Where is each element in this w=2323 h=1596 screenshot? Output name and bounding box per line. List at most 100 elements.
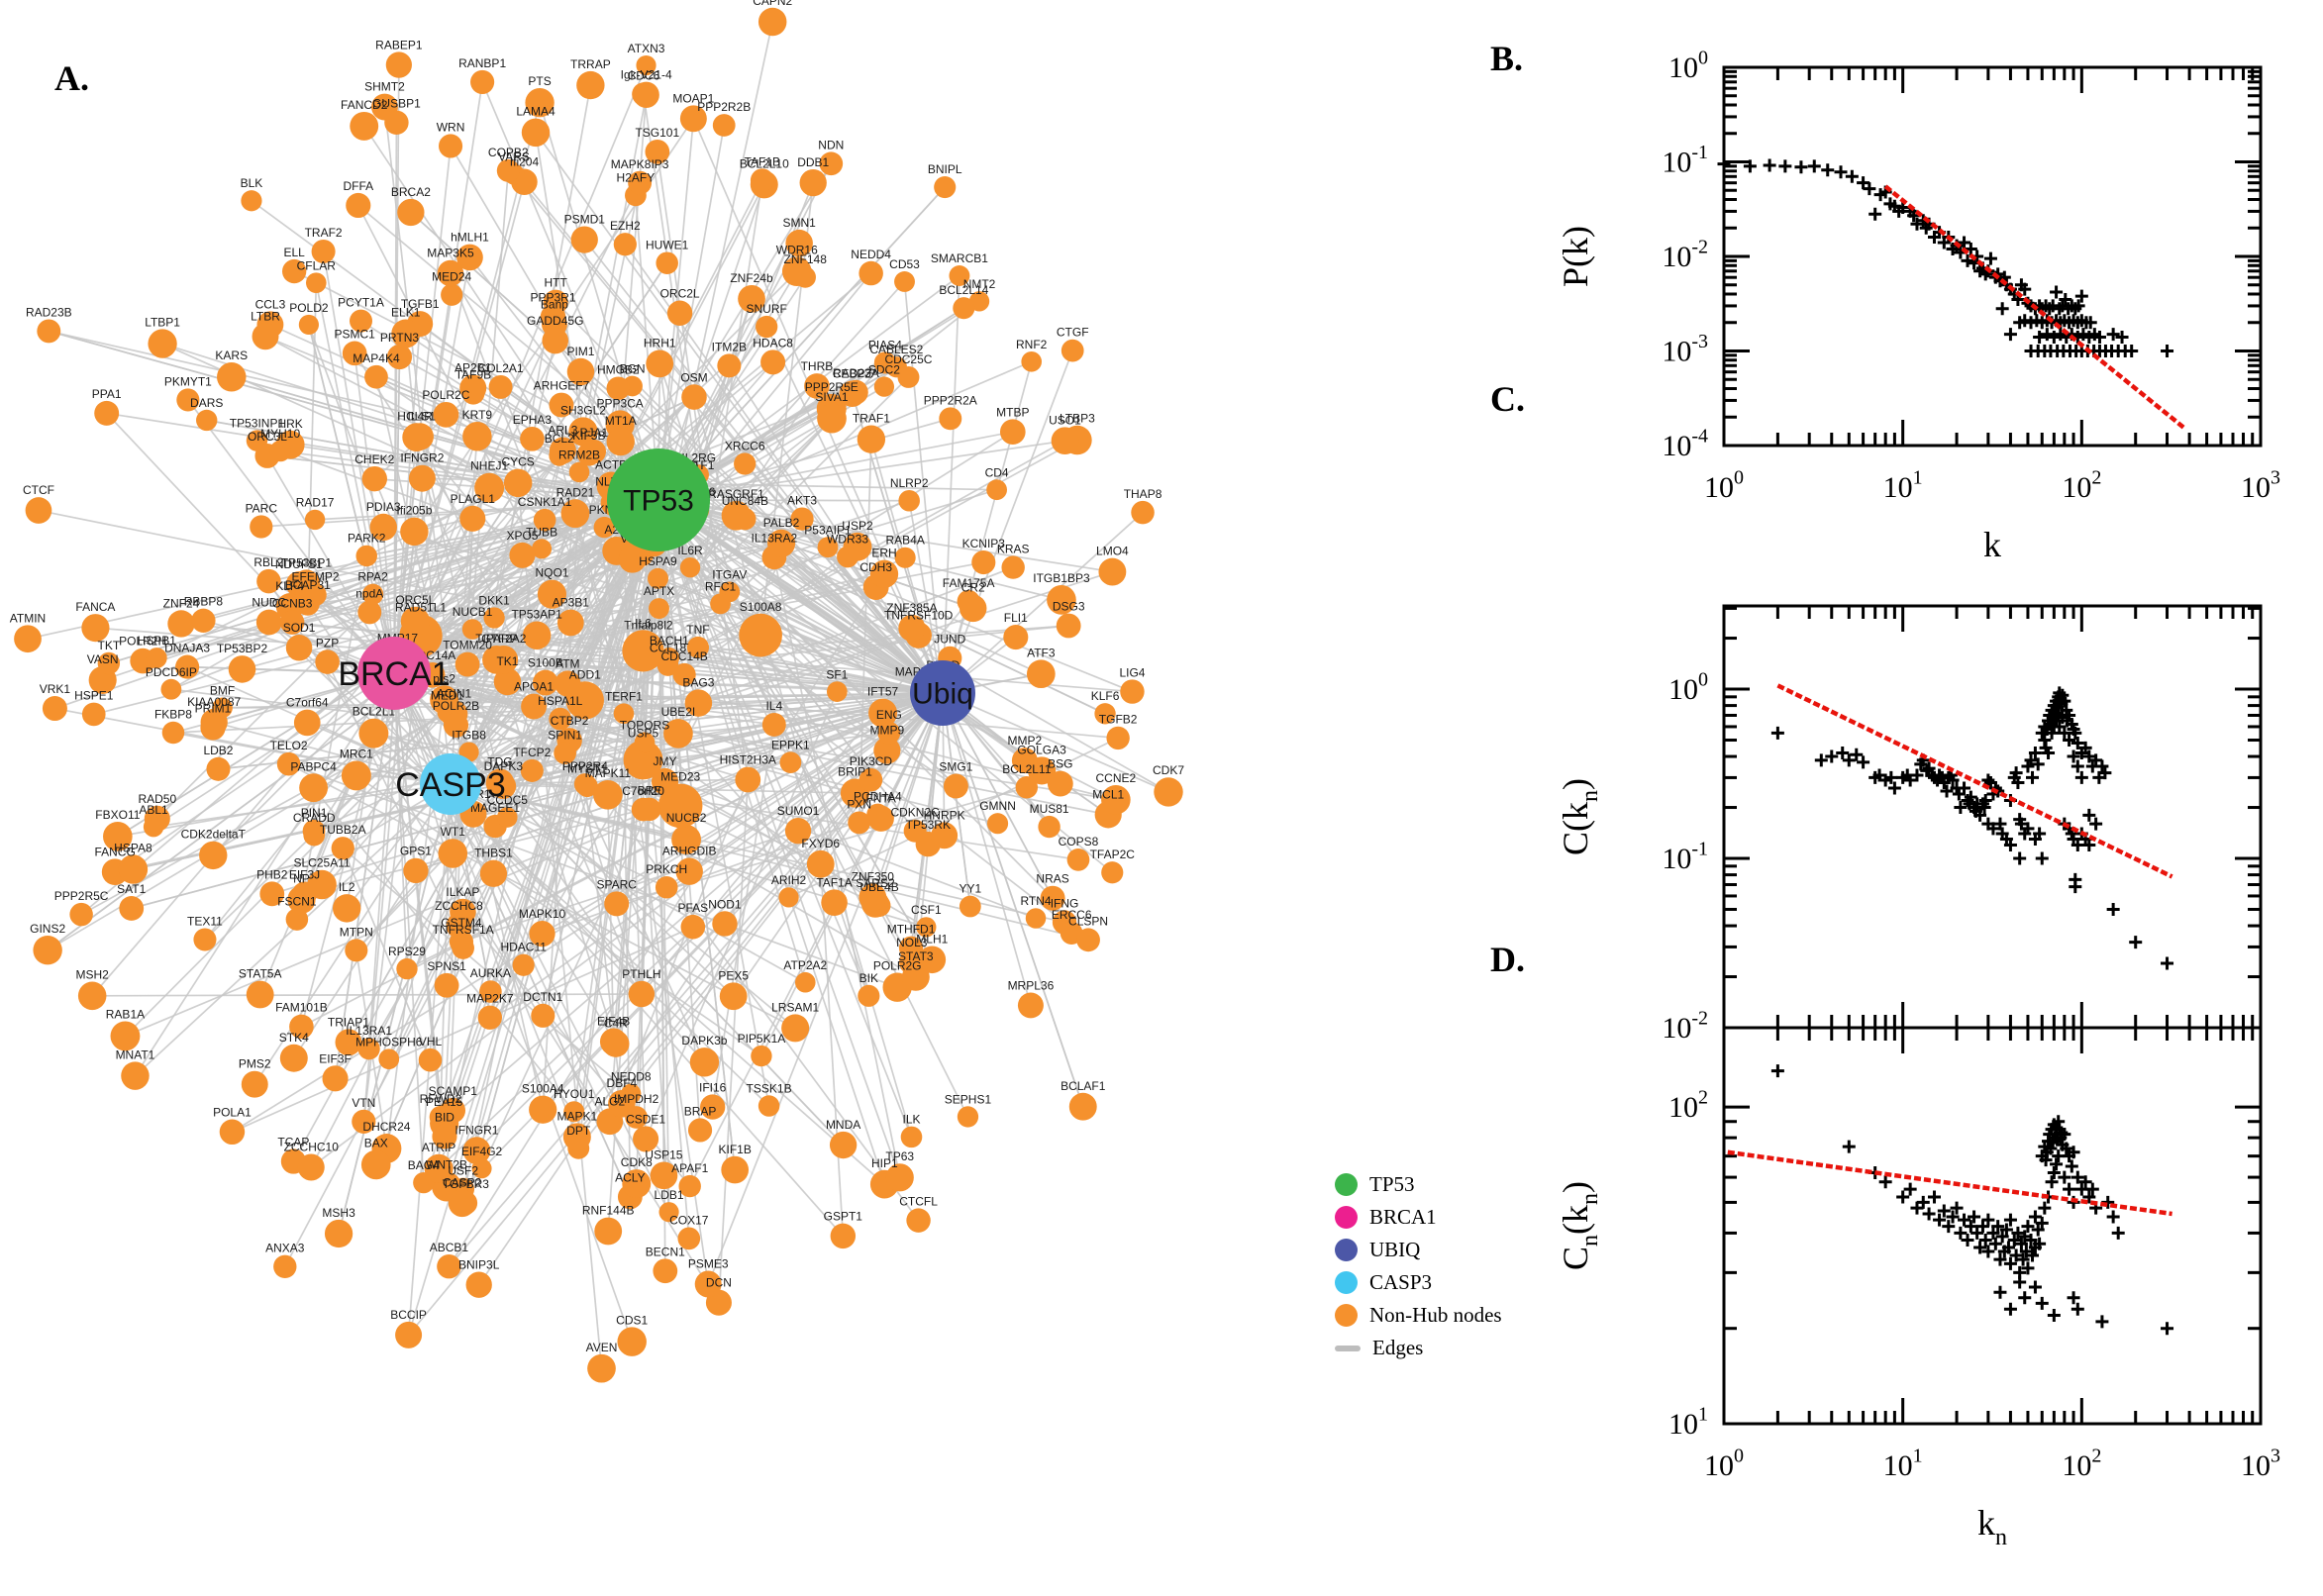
network-node-label: RRM2B bbox=[558, 449, 600, 462]
network-node bbox=[900, 1126, 923, 1148]
network-node bbox=[638, 797, 661, 822]
network-node bbox=[1025, 908, 1047, 929]
network-node bbox=[146, 648, 167, 668]
network-node-label: LMO4 bbox=[1096, 545, 1129, 558]
network-node bbox=[684, 689, 713, 717]
network-node bbox=[25, 497, 52, 524]
network-node-label: HSPE1 bbox=[74, 689, 114, 703]
network-node-label: CTCFL bbox=[899, 1194, 938, 1208]
network-node-label: ELK1 bbox=[391, 306, 421, 320]
network-node-label: MAPK8IP3 bbox=[611, 157, 669, 171]
network-node-label: PALB2 bbox=[763, 516, 800, 530]
network-node-label: NOD1 bbox=[708, 897, 742, 911]
network-node-label: GOLGA3 bbox=[1017, 743, 1066, 756]
network-node bbox=[758, 7, 787, 37]
network-node-label: EIF4G2 bbox=[461, 1145, 503, 1158]
network-node-label: CD4 bbox=[985, 465, 1009, 479]
network-node bbox=[441, 283, 463, 306]
network-node bbox=[324, 1219, 354, 1248]
network-node bbox=[432, 1124, 457, 1149]
panel-label-d: D. bbox=[1490, 940, 1525, 979]
network-node-label: ATF3 bbox=[1027, 646, 1056, 659]
network-node-label: TRAF1 bbox=[853, 412, 890, 426]
network-node-label: GTF2A2 bbox=[481, 632, 527, 646]
network-node-label: PIN1 bbox=[301, 806, 328, 820]
network-node-label: ATMIN bbox=[10, 611, 46, 625]
fit-line-B bbox=[1883, 184, 2187, 431]
hub-node-tp53 bbox=[607, 449, 710, 551]
network-node-label: LTBP3 bbox=[1060, 412, 1095, 426]
network-node-label: IL4 bbox=[765, 699, 782, 713]
network-node-label: SHMT2 bbox=[364, 80, 405, 94]
network-node-label: MAGEE1 bbox=[470, 801, 520, 815]
network-node-label: SMN1 bbox=[782, 216, 816, 230]
legend-item-brca1: BRCA1 bbox=[1335, 1201, 1632, 1234]
network-node bbox=[489, 645, 519, 674]
network-node-label: C7orf20 bbox=[622, 784, 664, 798]
network-node bbox=[694, 1270, 722, 1298]
network-node-label: SPIN1 bbox=[548, 728, 582, 742]
network-node bbox=[408, 464, 436, 492]
network-node bbox=[563, 1101, 585, 1123]
network-node-label: SEPHS1 bbox=[945, 1092, 992, 1106]
network-node bbox=[1056, 613, 1081, 639]
network-node bbox=[400, 517, 429, 547]
network-node bbox=[454, 651, 480, 677]
network-node-label: LTBR bbox=[251, 309, 280, 323]
network-node bbox=[520, 758, 544, 782]
network-node bbox=[305, 272, 327, 293]
network-node-label: STK4 bbox=[279, 1031, 309, 1045]
network-node bbox=[953, 297, 975, 320]
network-node-label: PRIM1 bbox=[195, 701, 232, 715]
network-node-label: STAT5A bbox=[239, 967, 282, 981]
network-node-label: RFWD2 bbox=[420, 1092, 462, 1106]
network-node bbox=[868, 698, 898, 728]
network-node-label: KIF1B bbox=[718, 1143, 751, 1156]
network-node-label: NQO1 bbox=[535, 566, 568, 580]
network-node bbox=[898, 614, 926, 643]
network-node bbox=[293, 709, 321, 737]
network-node bbox=[279, 610, 305, 635]
network-node bbox=[438, 839, 468, 868]
network-node bbox=[1017, 992, 1044, 1019]
svg-text:10-2: 10-2 bbox=[1662, 237, 1708, 274]
network-node-label: CCL3 bbox=[255, 297, 286, 311]
network-node bbox=[826, 681, 848, 702]
network-node-label: ILKAP bbox=[446, 885, 479, 899]
network-node bbox=[677, 1227, 701, 1250]
network-node bbox=[118, 854, 149, 884]
network-node-label: BACH1 bbox=[650, 634, 689, 648]
network-node-label: MNDA bbox=[826, 1118, 860, 1132]
network-node bbox=[686, 636, 710, 659]
network-node-label: ATP2A2 bbox=[783, 958, 827, 972]
network-node bbox=[537, 579, 567, 609]
svg-text:103: 103 bbox=[2241, 467, 2280, 505]
network-node-label: DKK1 bbox=[478, 593, 510, 607]
network-node bbox=[346, 192, 371, 219]
network-node bbox=[488, 374, 513, 399]
network-node-label: JUND bbox=[934, 633, 965, 647]
network-node bbox=[687, 1118, 713, 1143]
network-node bbox=[496, 807, 518, 828]
network-node-label: TERF1 bbox=[605, 689, 643, 703]
network-node bbox=[193, 928, 217, 951]
network-node-label: POLR2H bbox=[119, 635, 166, 648]
network-node-label: GADD45G bbox=[527, 314, 583, 328]
network-node-label: PCDHA4 bbox=[854, 790, 902, 804]
network-node bbox=[869, 559, 899, 588]
network-node bbox=[250, 515, 273, 539]
network-node-label: CDS1 bbox=[616, 1313, 648, 1327]
network-node-label: NDUFS1 bbox=[275, 557, 323, 571]
network-node-label: IFNGR1 bbox=[454, 1123, 498, 1137]
network-node bbox=[633, 1126, 659, 1152]
svg-text:100: 100 bbox=[1704, 467, 1744, 505]
network-node-label: HYOU1 bbox=[554, 1087, 595, 1101]
network-node bbox=[1094, 703, 1116, 725]
network-node-label: PEA15 bbox=[426, 1095, 463, 1109]
network-node bbox=[479, 859, 508, 887]
network-node-label: HIST2H3A bbox=[720, 753, 776, 767]
network-node-label: IL6R bbox=[677, 544, 703, 557]
network-node bbox=[957, 1106, 979, 1128]
svg-text:P(k): P(k) bbox=[1556, 226, 1595, 287]
network-node-label: DAPK3b bbox=[681, 1034, 727, 1047]
